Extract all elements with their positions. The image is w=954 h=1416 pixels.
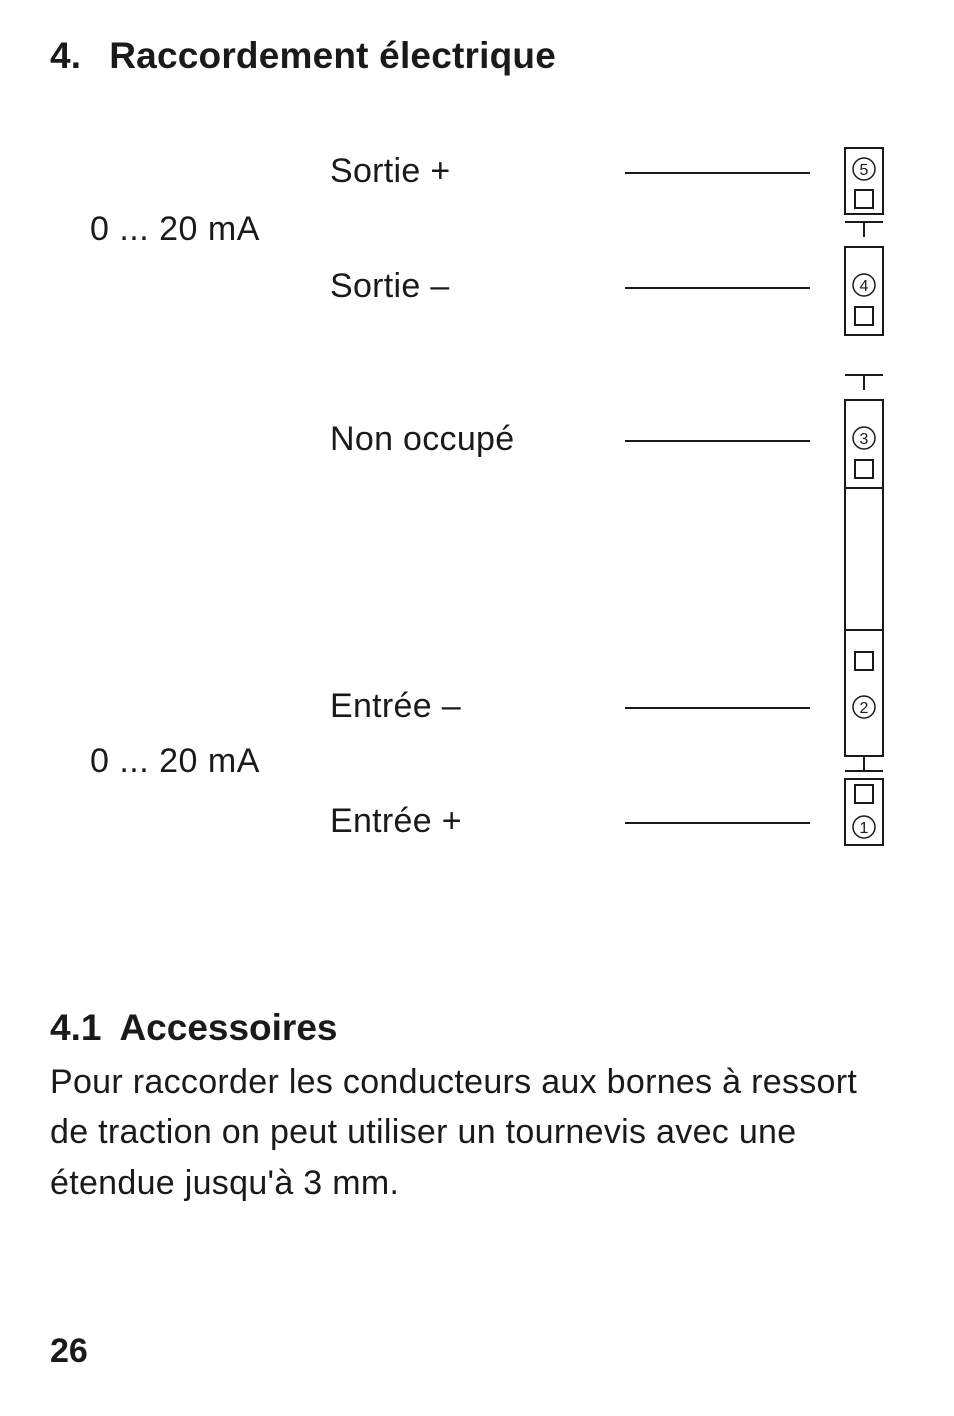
output-range-label: 0 ... 20 mA <box>90 210 260 249</box>
connector-line <box>625 707 810 709</box>
connector-line <box>625 287 810 289</box>
subsection-number: 4.1 <box>50 1007 101 1049</box>
section-number: 4. <box>50 35 81 77</box>
connector-line <box>625 822 810 824</box>
subsection-heading: 4.1 Accessoires <box>50 1007 904 1049</box>
section-heading: 4. Raccordement électrique <box>50 35 904 77</box>
terminal-number-3: 3 <box>860 431 869 448</box>
connector-line <box>625 172 810 174</box>
non-occupe-label: Non occupé <box>330 420 514 459</box>
page-number: 26 <box>50 1332 88 1371</box>
input-range-label: 0 ... 20 mA <box>90 742 260 781</box>
wiring-diagram: 0 ... 20 mA 0 ... 20 mA Sortie + Sortie … <box>50 137 904 897</box>
terminal-number-2: 2 <box>860 700 869 717</box>
entree-minus-label: Entrée – <box>330 687 461 726</box>
terminal-number-4: 4 <box>860 278 869 295</box>
page: 4. Raccordement électrique 0 ... 20 mA 0… <box>0 0 954 1416</box>
terminal-block: 5 4 3 2 1 <box>844 147 884 847</box>
terminal-number-5: 5 <box>860 162 869 179</box>
connector-line <box>625 440 810 442</box>
sortie-minus-label: Sortie – <box>330 267 450 306</box>
terminal-number-1: 1 <box>860 820 869 837</box>
sortie-plus-label: Sortie + <box>330 152 451 191</box>
entree-plus-label: Entrée + <box>330 802 462 841</box>
subsection-body: Pour raccorder les conducteurs aux borne… <box>50 1057 904 1208</box>
subsection-title: Accessoires <box>119 1007 337 1049</box>
terminal-block-svg: 5 4 3 2 1 <box>844 147 884 847</box>
section-title: Raccordement électrique <box>109 35 556 77</box>
